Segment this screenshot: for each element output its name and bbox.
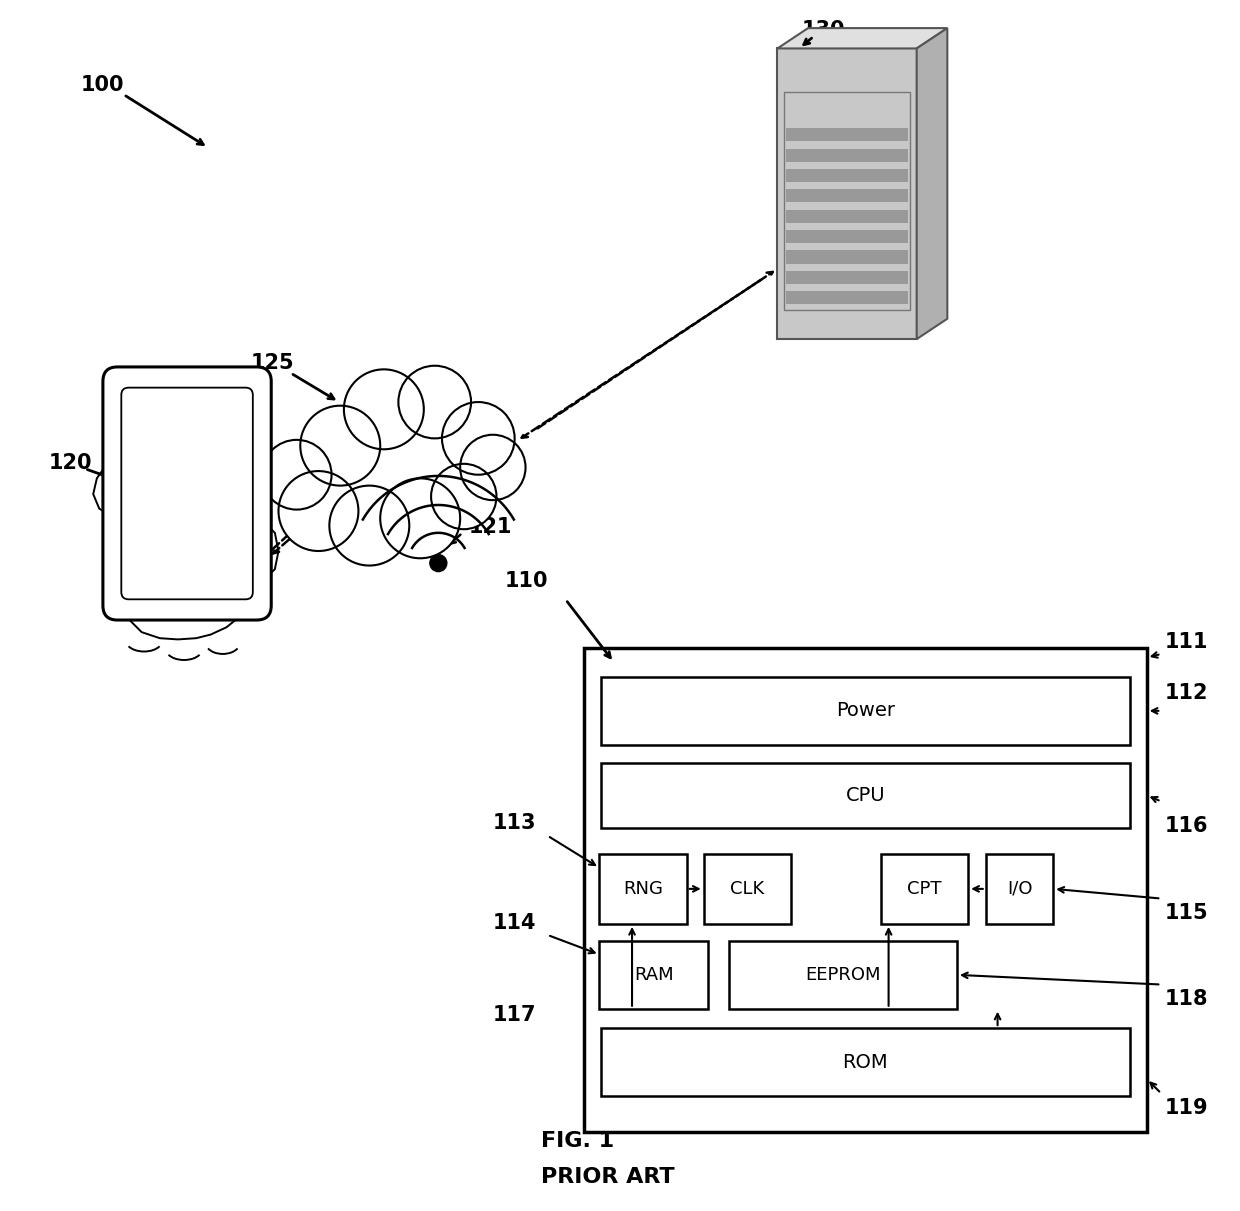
Bar (786, 291, 909, 304)
Bar (703, 854, 791, 924)
Bar (786, 128, 909, 142)
Text: 112: 112 (1164, 683, 1209, 702)
Bar (786, 170, 909, 182)
Circle shape (343, 369, 424, 449)
Text: CLK: CLK (730, 880, 764, 897)
Bar (729, 941, 957, 1009)
Text: ROM: ROM (842, 1052, 888, 1072)
Bar (785, 92, 910, 310)
Bar (584, 648, 1147, 1132)
Polygon shape (777, 28, 947, 48)
Circle shape (330, 486, 409, 566)
Bar (880, 854, 968, 924)
Circle shape (432, 464, 496, 529)
Bar (600, 677, 1130, 745)
Text: 117: 117 (492, 1005, 537, 1025)
Bar (599, 854, 687, 924)
Bar (786, 149, 909, 162)
Bar (786, 210, 909, 223)
Text: 113: 113 (492, 814, 537, 833)
Circle shape (381, 478, 460, 558)
Text: 111: 111 (1164, 632, 1209, 652)
Polygon shape (777, 48, 916, 339)
Text: 121: 121 (469, 517, 512, 536)
FancyBboxPatch shape (103, 367, 272, 620)
Text: 114: 114 (492, 913, 537, 932)
Bar (786, 230, 909, 243)
Text: PRIOR ART: PRIOR ART (542, 1167, 675, 1187)
Bar (786, 189, 909, 202)
Text: 110: 110 (505, 572, 548, 591)
Bar (600, 1028, 1130, 1096)
Text: 130: 130 (801, 21, 846, 40)
Text: 100: 100 (81, 75, 124, 94)
Circle shape (262, 440, 331, 510)
Text: 118: 118 (1164, 989, 1209, 1009)
FancyBboxPatch shape (122, 388, 253, 599)
Circle shape (460, 435, 526, 500)
Text: I/O: I/O (1007, 880, 1032, 897)
Text: CPT: CPT (908, 880, 942, 897)
Text: RNG: RNG (624, 880, 663, 897)
Bar (599, 941, 708, 1009)
Text: CPU: CPU (846, 786, 885, 805)
Bar (986, 854, 1053, 924)
Text: RAM: RAM (634, 966, 673, 983)
Circle shape (279, 471, 358, 551)
Circle shape (300, 406, 381, 486)
Text: 120: 120 (48, 453, 92, 472)
Bar (600, 763, 1130, 828)
Circle shape (430, 555, 446, 572)
Circle shape (398, 366, 471, 438)
Polygon shape (916, 28, 947, 339)
Text: FIG. 1: FIG. 1 (542, 1131, 614, 1150)
Circle shape (441, 402, 515, 475)
Text: Power: Power (836, 701, 895, 721)
Text: 116: 116 (1164, 816, 1209, 836)
Text: 115: 115 (1164, 903, 1209, 923)
Text: EEPROM: EEPROM (805, 966, 880, 983)
Bar (786, 271, 909, 283)
Text: 119: 119 (1164, 1098, 1209, 1118)
Text: 125: 125 (250, 354, 294, 373)
Bar (786, 251, 909, 264)
